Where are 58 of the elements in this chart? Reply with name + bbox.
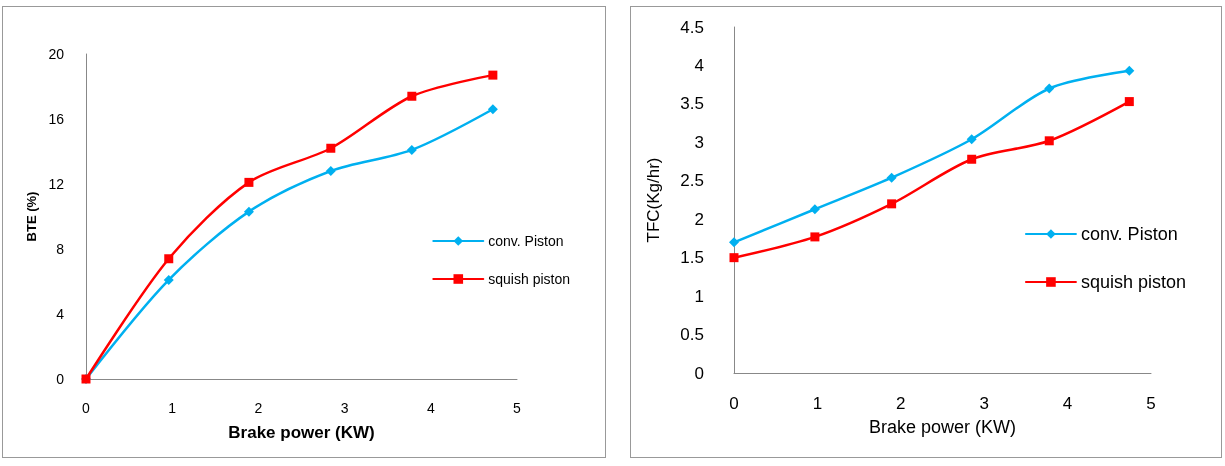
point: [1124, 65, 1135, 76]
x-tick-label: 1: [812, 394, 823, 413]
x-tick-label: 4: [1062, 394, 1073, 413]
x-tick-label: 2: [254, 400, 263, 416]
legend-label: conv. Piston: [488, 233, 564, 249]
y-tick-label: 4.5: [680, 17, 704, 37]
x-tick-label: 4: [426, 400, 435, 416]
x-axis-title: Brake power (KW): [868, 417, 1017, 437]
x-tick-label: 5: [1146, 394, 1156, 413]
y-tick-label: 3.5: [680, 94, 704, 114]
legend-label: squish piston: [488, 271, 570, 287]
point: [325, 166, 336, 176]
point: [809, 204, 820, 215]
x-tick-label: 1: [168, 400, 177, 416]
x-tick-label: 2: [896, 394, 906, 413]
point: [887, 199, 897, 209]
y-tick-label: 0: [694, 363, 704, 383]
x-tick-label: 3: [340, 400, 349, 416]
y-tick-label: 0.5: [680, 325, 704, 345]
x-tick-label: 0: [729, 394, 739, 413]
y-tick-label: 2.5: [680, 171, 704, 191]
point: [1124, 97, 1134, 107]
y-axis-title: TFC(Kg/hr): [644, 157, 663, 243]
y-tick-label: 20: [48, 46, 65, 62]
y-axis-title: BTE (%): [23, 191, 39, 242]
point: [326, 143, 336, 153]
point: [886, 172, 897, 183]
point: [407, 91, 417, 101]
y-tick-label: 4: [694, 55, 704, 75]
point: [244, 177, 254, 187]
legend-label: squish piston: [1080, 272, 1187, 292]
point: [163, 274, 174, 285]
x-tick-label: 3: [979, 394, 989, 413]
point: [1044, 83, 1055, 94]
point: [406, 144, 417, 155]
point: [1044, 136, 1054, 146]
point: [810, 232, 820, 242]
point: [729, 253, 739, 263]
y-tick-label: 12: [48, 176, 65, 192]
x-tick-label: 5: [513, 400, 522, 416]
point: [967, 154, 977, 164]
x-axis-title: Brake power (KW): [228, 423, 375, 442]
y-tick-label: 8: [56, 241, 65, 257]
y-tick-label: 1: [694, 286, 704, 306]
y-tick-label: 3: [694, 132, 704, 152]
y-tick-label: 2: [694, 209, 704, 229]
point: [243, 206, 254, 217]
y-tick-label: 16: [48, 111, 65, 127]
y-tick-label: 1.5: [680, 248, 704, 268]
x-tick-label: 0: [82, 400, 91, 416]
y-tick-label: 0: [56, 371, 65, 387]
point: [164, 254, 174, 264]
point: [488, 70, 498, 80]
y-tick-label: 4: [56, 306, 65, 322]
point: [729, 237, 739, 248]
legend-label: conv. Piston: [1080, 224, 1178, 244]
point: [966, 134, 977, 145]
point: [487, 104, 498, 115]
